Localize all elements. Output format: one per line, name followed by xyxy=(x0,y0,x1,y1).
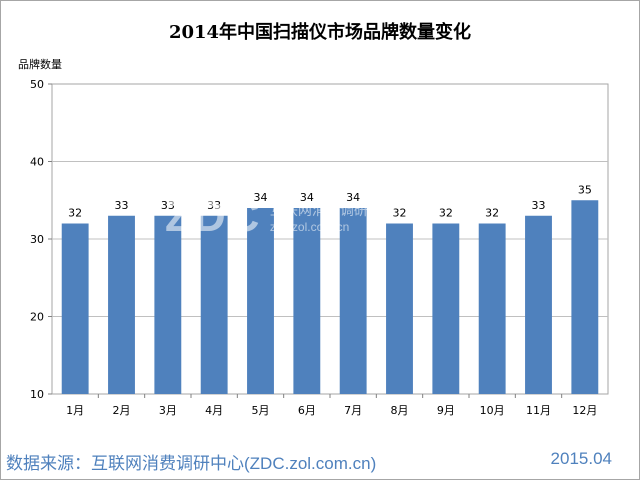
bar xyxy=(293,208,321,394)
data-label: 34 xyxy=(346,191,360,204)
data-label: 32 xyxy=(393,207,407,220)
y-tick-label: 40 xyxy=(30,156,44,169)
footer: 数据来源：互联网消费调研中心(ZDC.zol.com.cn) 2015.04 xyxy=(0,443,640,480)
y-tick-label: 20 xyxy=(30,311,44,324)
x-tick-label: 11月 xyxy=(526,404,551,417)
data-label: 33 xyxy=(532,199,546,212)
bar xyxy=(525,215,552,394)
bar xyxy=(247,208,274,394)
x-tick-label: 8月 xyxy=(391,404,409,417)
data-label: 32 xyxy=(439,207,453,220)
x-tick-label: 6月 xyxy=(298,404,316,417)
bar xyxy=(154,215,182,394)
data-source: 数据来源：互联网消费调研中心(ZDC.zol.com.cn) xyxy=(6,454,377,473)
x-tick-label: 9月 xyxy=(437,404,455,417)
data-label: 34 xyxy=(254,191,268,204)
publish-date: 2015.04 xyxy=(550,449,612,468)
x-tick-label: 5月 xyxy=(252,404,270,417)
bar xyxy=(339,208,367,394)
x-tick-label: 1月 xyxy=(66,404,84,417)
bar-chart: 10 20 30 40 50 32 1月 33 2月 33 3月 33 4月 34 5月 34 6月 34 7月 32… xyxy=(30,78,609,417)
x-tick-label: 12月 xyxy=(572,404,597,417)
bar xyxy=(386,223,413,394)
y-tick-label: 30 xyxy=(30,233,44,246)
data-label: 33 xyxy=(161,199,175,212)
y-tick-label: 50 xyxy=(30,78,44,91)
data-label: 35 xyxy=(578,183,592,196)
x-tick-label: 3月 xyxy=(159,404,177,417)
bar xyxy=(432,223,460,394)
data-label: 33 xyxy=(115,199,129,212)
data-label: 33 xyxy=(207,199,221,212)
x-tick-label: 4月 xyxy=(205,404,223,417)
data-label: 34 xyxy=(300,191,314,204)
chart-title: 2014年中国扫描仪市场品牌数量变化 xyxy=(168,22,472,43)
y-axis-label: 品牌数量 xyxy=(18,58,62,71)
x-tick-label: 2月 xyxy=(113,404,131,417)
y-tick-label: 10 xyxy=(30,388,44,401)
bar xyxy=(478,223,506,394)
bar xyxy=(200,215,228,394)
x-tick-label: 7月 xyxy=(344,404,362,417)
bar xyxy=(108,215,135,394)
data-label: 32 xyxy=(485,207,499,220)
x-tick-label: 10月 xyxy=(480,404,505,417)
data-label: 32 xyxy=(68,207,82,220)
bar xyxy=(571,200,599,394)
bar xyxy=(61,223,89,394)
